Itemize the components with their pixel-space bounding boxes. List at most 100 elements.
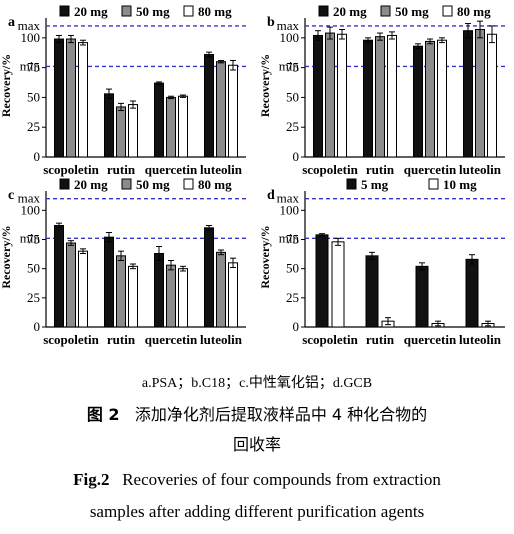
y-tick-label: 0 bbox=[34, 319, 41, 334]
legend-label: 80 mg bbox=[198, 177, 232, 192]
legend-label: 50 mg bbox=[395, 4, 429, 19]
figure-caption-en-text: Recoveries of four compounds from extrac… bbox=[122, 470, 441, 489]
bar bbox=[116, 255, 126, 328]
legend-label: 20 mg bbox=[333, 4, 367, 19]
bar bbox=[204, 54, 214, 158]
bar bbox=[465, 258, 479, 328]
bar bbox=[487, 33, 497, 158]
y-tick-label: 75 bbox=[27, 60, 40, 75]
y-tick-label: 75 bbox=[27, 232, 40, 247]
bar bbox=[216, 61, 226, 158]
legend-swatch bbox=[380, 5, 391, 17]
x-tick-label: quercetin bbox=[145, 162, 198, 177]
legend-swatch bbox=[318, 5, 329, 17]
x-tick-label: scopoletin bbox=[302, 332, 358, 347]
bar bbox=[154, 82, 164, 158]
bar bbox=[425, 40, 435, 158]
bar bbox=[128, 104, 138, 158]
legend-label: 20 mg bbox=[74, 177, 108, 192]
bar bbox=[54, 38, 64, 158]
reference-label: max bbox=[18, 191, 41, 206]
bar bbox=[78, 42, 88, 158]
legend-label: 80 mg bbox=[198, 4, 232, 19]
y-tick-label: 50 bbox=[27, 89, 40, 104]
bar bbox=[204, 227, 214, 328]
figure-caption-cn-label: 图 2 bbox=[86, 405, 120, 424]
x-tick-label: luteolin bbox=[459, 332, 502, 347]
x-tick-label: luteolin bbox=[459, 162, 502, 177]
y-tick-label: 50 bbox=[27, 261, 40, 276]
bar bbox=[337, 33, 347, 158]
figure-caption-cn: 图 2 添加净化剂后提取液样品中 4 种化合物的 bbox=[0, 401, 514, 425]
bar bbox=[415, 265, 429, 328]
legend-swatch bbox=[442, 5, 453, 17]
y-tick-label: 0 bbox=[293, 149, 300, 164]
bar bbox=[166, 264, 176, 328]
reference-label: max bbox=[18, 18, 41, 33]
legend-label: 50 mg bbox=[136, 4, 170, 19]
legend-swatch bbox=[59, 178, 70, 190]
x-tick-label: scopoletin bbox=[302, 162, 358, 177]
bar bbox=[78, 250, 88, 328]
figure-caption-en-line2: samples after adding different purificat… bbox=[89, 502, 425, 521]
y-axis-label: Recovery/% bbox=[258, 54, 272, 117]
reference-label: max bbox=[277, 191, 300, 206]
bar bbox=[66, 38, 76, 158]
bar bbox=[413, 45, 423, 158]
y-tick-label: 50 bbox=[286, 89, 299, 104]
legend-label: 5 mg bbox=[361, 177, 389, 192]
y-tick-label: 25 bbox=[286, 290, 299, 305]
reference-label: min bbox=[20, 230, 41, 245]
y-axis-label: Recovery/% bbox=[0, 225, 13, 288]
x-tick-label: scopoletin bbox=[43, 332, 99, 347]
x-tick-label: luteolin bbox=[200, 162, 243, 177]
bar bbox=[331, 241, 345, 328]
figure-caption-en: Fig.2 Recoveries of four compounds from … bbox=[0, 470, 514, 490]
y-tick-label: 100 bbox=[21, 202, 41, 217]
bar bbox=[178, 95, 188, 158]
y-tick-label: 25 bbox=[286, 119, 299, 134]
bar bbox=[325, 32, 335, 158]
y-tick-label: 100 bbox=[21, 30, 41, 45]
reference-label: min bbox=[20, 58, 41, 73]
x-tick-label: quercetin bbox=[404, 332, 457, 347]
figure-caption-en-label: Fig.2 bbox=[73, 470, 110, 489]
bar bbox=[216, 251, 226, 328]
legend-swatch bbox=[428, 178, 439, 190]
y-axis-label: Recovery/% bbox=[0, 54, 13, 117]
y-tick-label: 25 bbox=[27, 119, 40, 134]
x-tick-label: scopoletin bbox=[43, 162, 99, 177]
bar bbox=[475, 28, 485, 158]
bar bbox=[228, 262, 238, 328]
legend-label: 80 mg bbox=[457, 4, 491, 19]
bar bbox=[178, 268, 188, 328]
legend-swatch bbox=[59, 5, 70, 17]
figure-caption-cn-line2: 回收率 bbox=[232, 435, 281, 454]
x-tick-label: rutin bbox=[107, 162, 136, 177]
y-tick-label: 100 bbox=[280, 30, 300, 45]
y-tick-label: 75 bbox=[286, 60, 299, 75]
panel-letter: b bbox=[267, 15, 275, 30]
x-tick-label: rutin bbox=[107, 332, 136, 347]
legend-swatch bbox=[183, 5, 194, 17]
y-tick-label: 100 bbox=[280, 202, 300, 217]
bar bbox=[154, 253, 164, 328]
bar bbox=[166, 96, 176, 158]
bar bbox=[228, 64, 238, 158]
y-tick-label: 25 bbox=[27, 290, 40, 305]
bar bbox=[54, 225, 64, 328]
reference-label: min bbox=[279, 58, 300, 73]
legend-swatch bbox=[121, 5, 132, 17]
y-tick-label: 0 bbox=[293, 319, 300, 334]
y-tick-label: 50 bbox=[286, 261, 299, 276]
x-tick-label: luteolin bbox=[200, 332, 243, 347]
legend-label: 50 mg bbox=[136, 177, 170, 192]
bar bbox=[365, 255, 379, 328]
bar bbox=[128, 265, 138, 328]
legend-label: 10 mg bbox=[443, 177, 477, 192]
legend-swatch bbox=[121, 178, 132, 190]
